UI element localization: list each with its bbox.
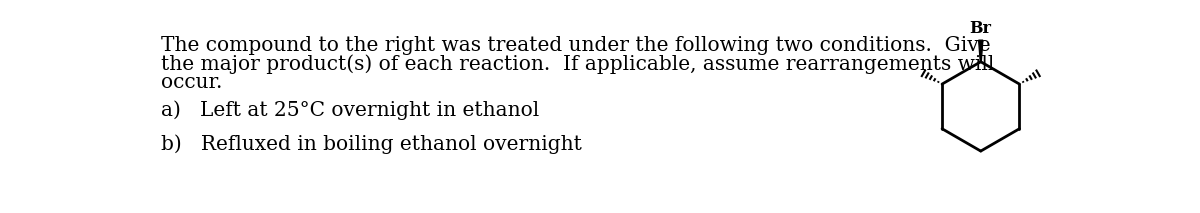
Text: the major product(s) of each reaction.  If applicable, assume rearrangements wil: the major product(s) of each reaction. I… [161, 54, 994, 74]
Text: The compound to the right was treated under the following two conditions.  Give: The compound to the right was treated un… [161, 36, 990, 55]
Text: a)   Left at 25°C overnight in ethanol: a) Left at 25°C overnight in ethanol [161, 100, 539, 120]
Text: occur.: occur. [161, 73, 222, 92]
Polygon shape [979, 40, 983, 62]
Text: b)   Refluxed in boiling ethanol overnight: b) Refluxed in boiling ethanol overnight [161, 134, 582, 154]
Text: Br: Br [970, 20, 991, 37]
